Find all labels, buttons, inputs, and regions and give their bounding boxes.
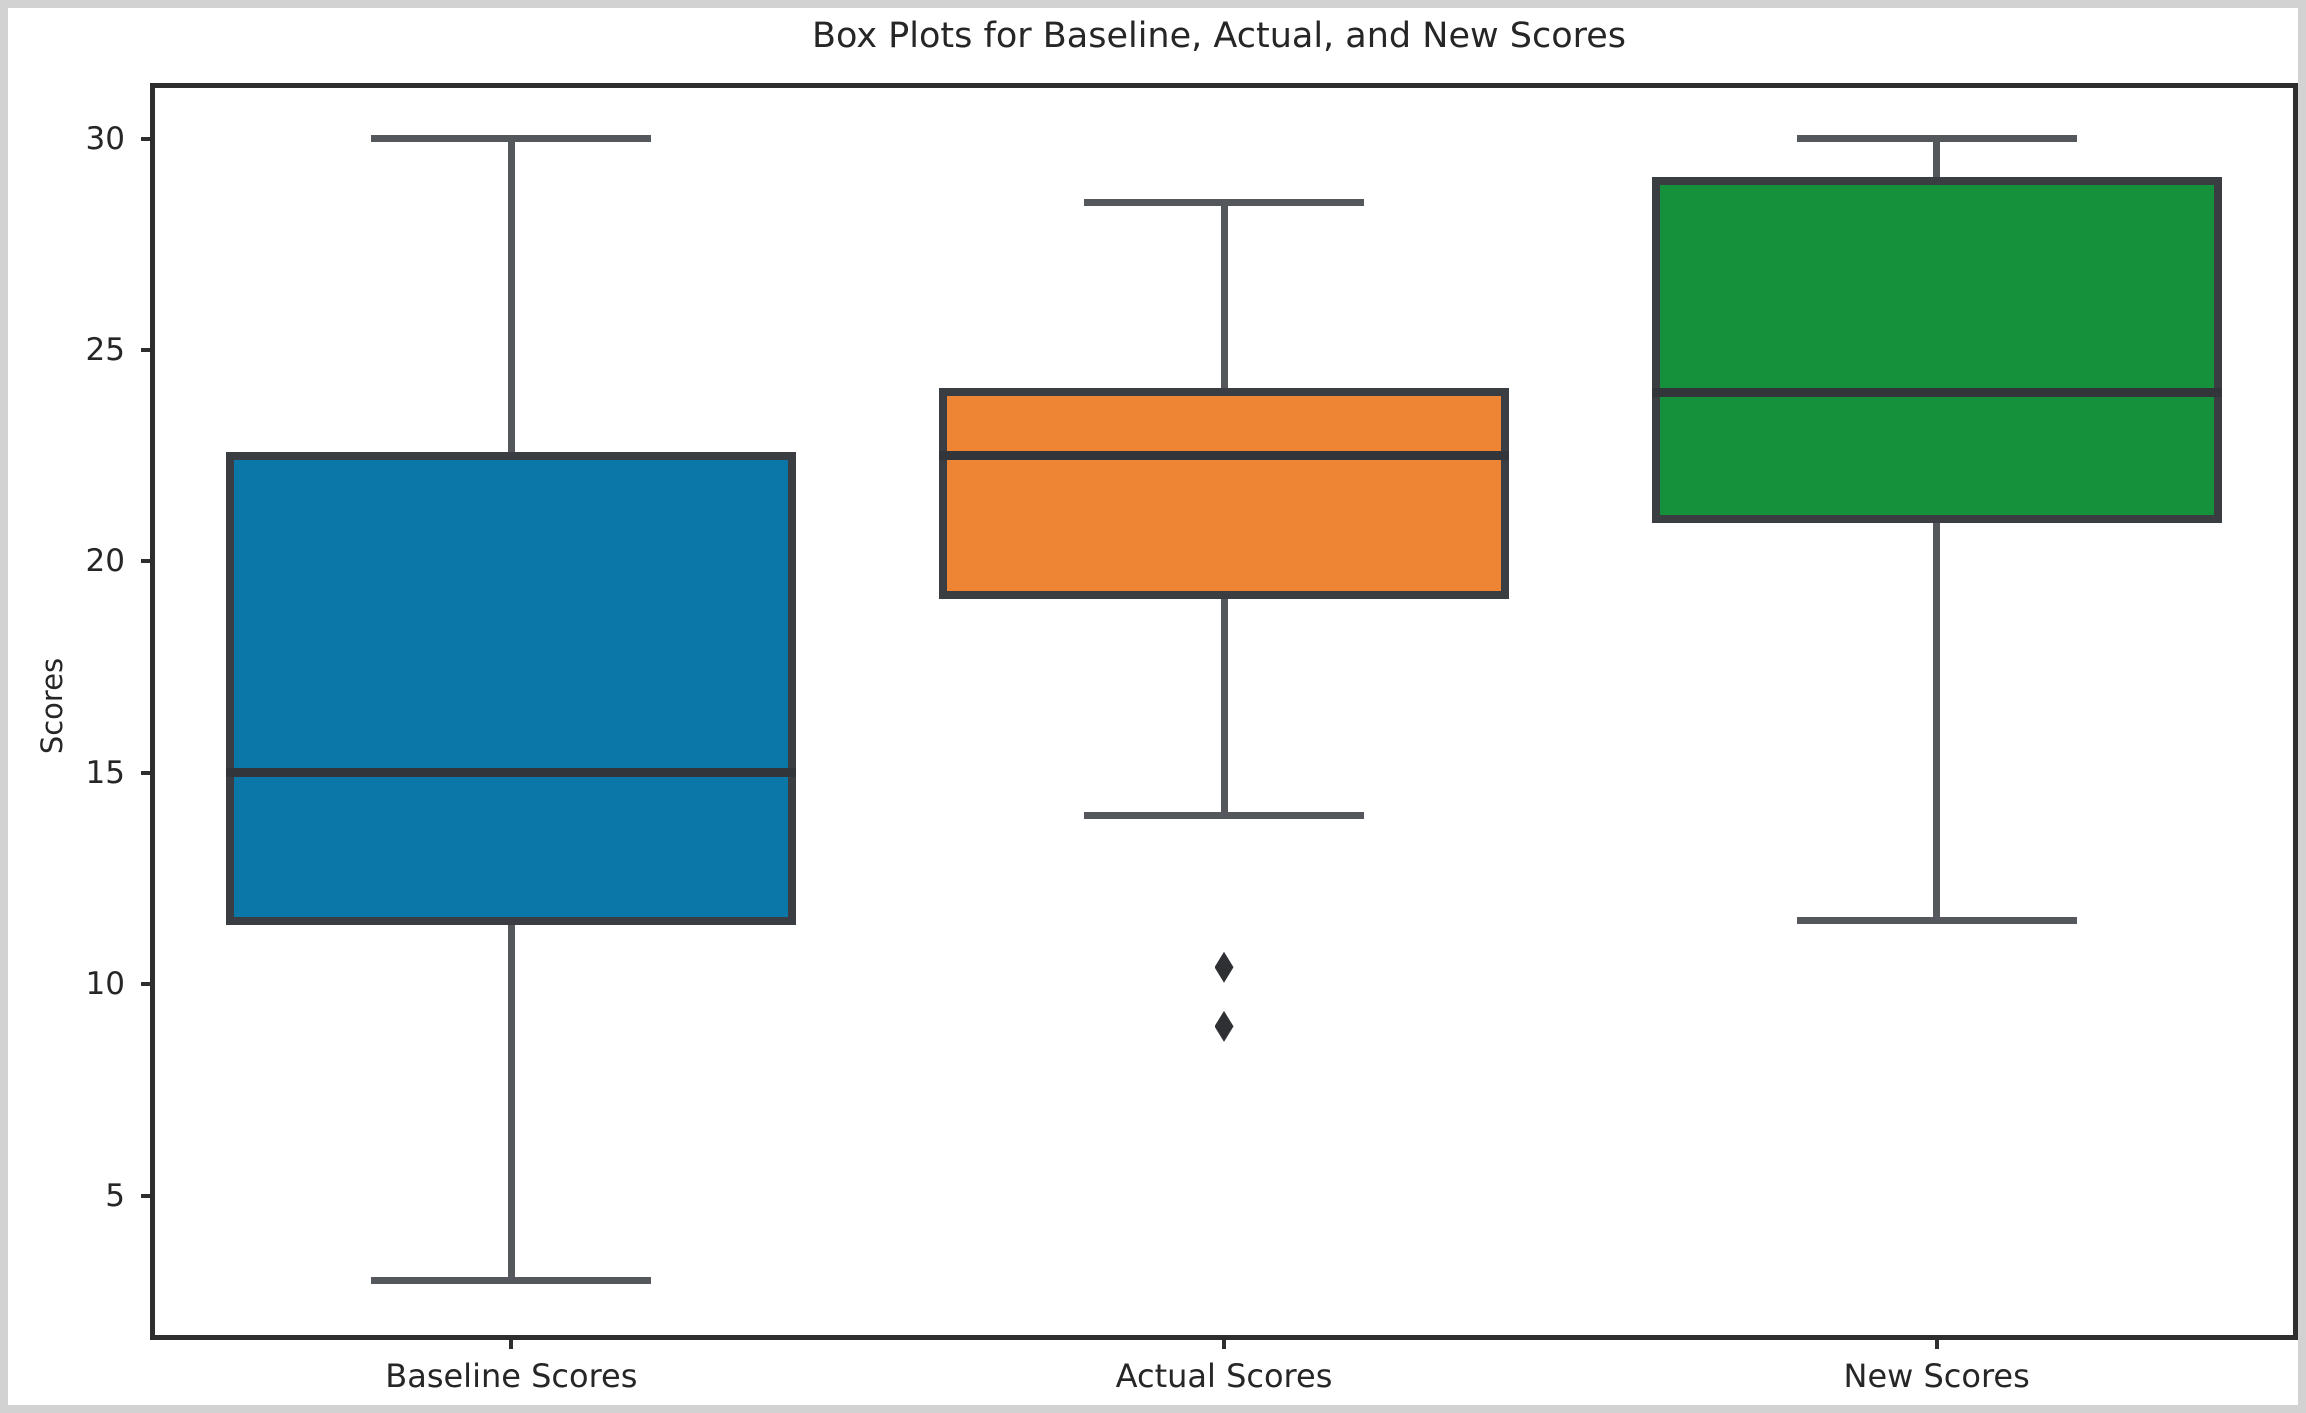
y-tick-label-15: 15: [85, 754, 125, 791]
whisker-cap-high-new-scores: [1796, 135, 2077, 143]
plot-area: 5 10 15 20 25 30 Baseline Scores Actual Scores N…: [86, 83, 2298, 1395]
x-tick-mark-actual-scores: [1222, 1335, 1226, 1349]
figure-canvas: Box Plots for Baseline, Actual, and New …: [8, 8, 2298, 1405]
y-tick-mark-30: [141, 136, 155, 141]
x-tick-label-actual-scores: Actual Scores: [1115, 1357, 1333, 1395]
y-tick-label-5: 5: [105, 1177, 125, 1214]
x-tick-label-new-scores: New Scores: [1843, 1357, 2030, 1395]
y-tick-label-20: 20: [85, 543, 125, 580]
whisker-cap-high-baseline-scores: [371, 135, 652, 143]
whisker-lower-baseline-scores: [507, 920, 515, 1281]
whisker-cap-low-actual-scores: [1084, 811, 1364, 819]
outlier-actual-scores-1: [1214, 1010, 1234, 1042]
whisker-upper-new-scores: [1933, 138, 1941, 181]
outlier-actual-scores-0: [1214, 951, 1234, 983]
whisker-upper-baseline-scores: [507, 138, 515, 456]
whisker-upper-actual-scores: [1220, 202, 1228, 393]
box-baseline-scores: [226, 451, 797, 925]
x-tick-mark-new-scores: [1934, 1335, 1939, 1349]
x-tick-mark-baseline-scores: [509, 1335, 514, 1349]
whisker-cap-high-actual-scores: [1084, 198, 1364, 206]
median-actual-scores: [939, 451, 1509, 461]
y-axis-label: Scores: [35, 657, 70, 755]
y-tick-label-10: 10: [85, 966, 125, 1003]
whisker-cap-low-new-scores: [1796, 917, 2077, 925]
whisker-lower-actual-scores: [1220, 595, 1228, 816]
y-tick-mark-10: [141, 982, 155, 987]
y-tick-label-30: 30: [85, 120, 125, 157]
median-new-scores: [1651, 387, 2222, 397]
median-baseline-scores: [226, 768, 797, 778]
box-new-scores: [1651, 176, 2222, 524]
x-tick-label-baseline-scores: Baseline Scores: [385, 1357, 638, 1395]
chart-title: Box Plots for Baseline, Actual, and New …: [811, 16, 1627, 56]
y-tick-mark-20: [141, 559, 155, 564]
box-actual-scores: [939, 388, 1509, 600]
y-tick-mark-15: [141, 770, 155, 775]
whisker-cap-low-baseline-scores: [371, 1276, 652, 1284]
y-tick-mark-5: [141, 1193, 155, 1198]
y-tick-label-25: 25: [85, 332, 125, 369]
y-tick-mark-25: [141, 348, 155, 353]
whisker-lower-new-scores: [1933, 519, 1941, 921]
